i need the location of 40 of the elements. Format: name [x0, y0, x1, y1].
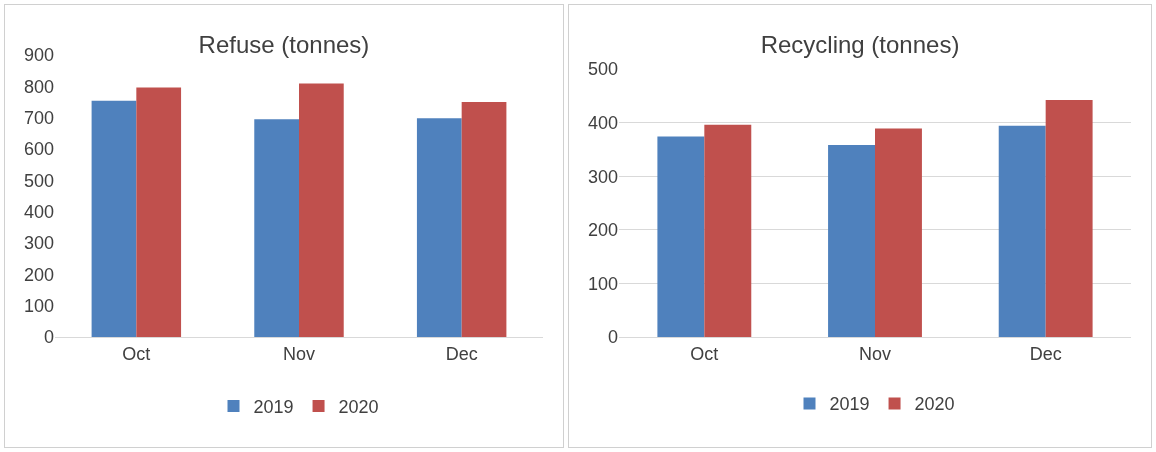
- bar: [136, 87, 182, 337]
- y-tick-label: 400: [23, 201, 54, 222]
- bar: [657, 136, 705, 337]
- x-tick-label: Oct: [690, 343, 719, 364]
- x-tick-label: Nov: [282, 343, 316, 364]
- y-tick-label: 400: [587, 112, 618, 133]
- y-tick-label: 0: [43, 327, 54, 348]
- x-tick-label: Dec: [1029, 343, 1062, 364]
- bar: [875, 128, 922, 337]
- legend-label: 2020: [338, 396, 379, 417]
- legend-label: 2019: [829, 394, 870, 415]
- y-tick-label: 300: [23, 233, 54, 254]
- y-tick-label: 200: [23, 264, 54, 285]
- x-tick-label: Dec: [445, 343, 478, 364]
- legend-label: 2020: [914, 394, 955, 415]
- x-tick-label: Nov: [858, 343, 892, 364]
- bar: [704, 124, 752, 337]
- y-tick-label: 600: [23, 139, 54, 160]
- y-tick-label: 500: [587, 59, 618, 80]
- bar: [828, 145, 875, 337]
- bar: [299, 83, 344, 337]
- y-tick-label: 0: [607, 327, 618, 348]
- y-tick-label: 100: [23, 295, 54, 316]
- x-tick-label: Oct: [122, 343, 151, 364]
- legend-label: 2019: [253, 396, 294, 417]
- y-tick-label: 800: [23, 76, 54, 97]
- y-tick-label: 300: [587, 166, 618, 187]
- bar: [416, 118, 462, 337]
- chart-title: Refuse (tonnes): [198, 30, 370, 58]
- bar: [998, 125, 1046, 337]
- chart-title: Recycling (tonnes): [760, 30, 960, 58]
- y-tick-label: 900: [23, 45, 54, 66]
- bar: [91, 100, 137, 337]
- y-tick-label: 200: [587, 220, 618, 241]
- bar: [461, 102, 507, 337]
- bar: [1045, 100, 1093, 337]
- bar: [254, 119, 299, 337]
- y-tick-label: 100: [587, 273, 618, 294]
- y-tick-label: 700: [23, 107, 54, 128]
- y-tick-label: 500: [23, 170, 54, 191]
